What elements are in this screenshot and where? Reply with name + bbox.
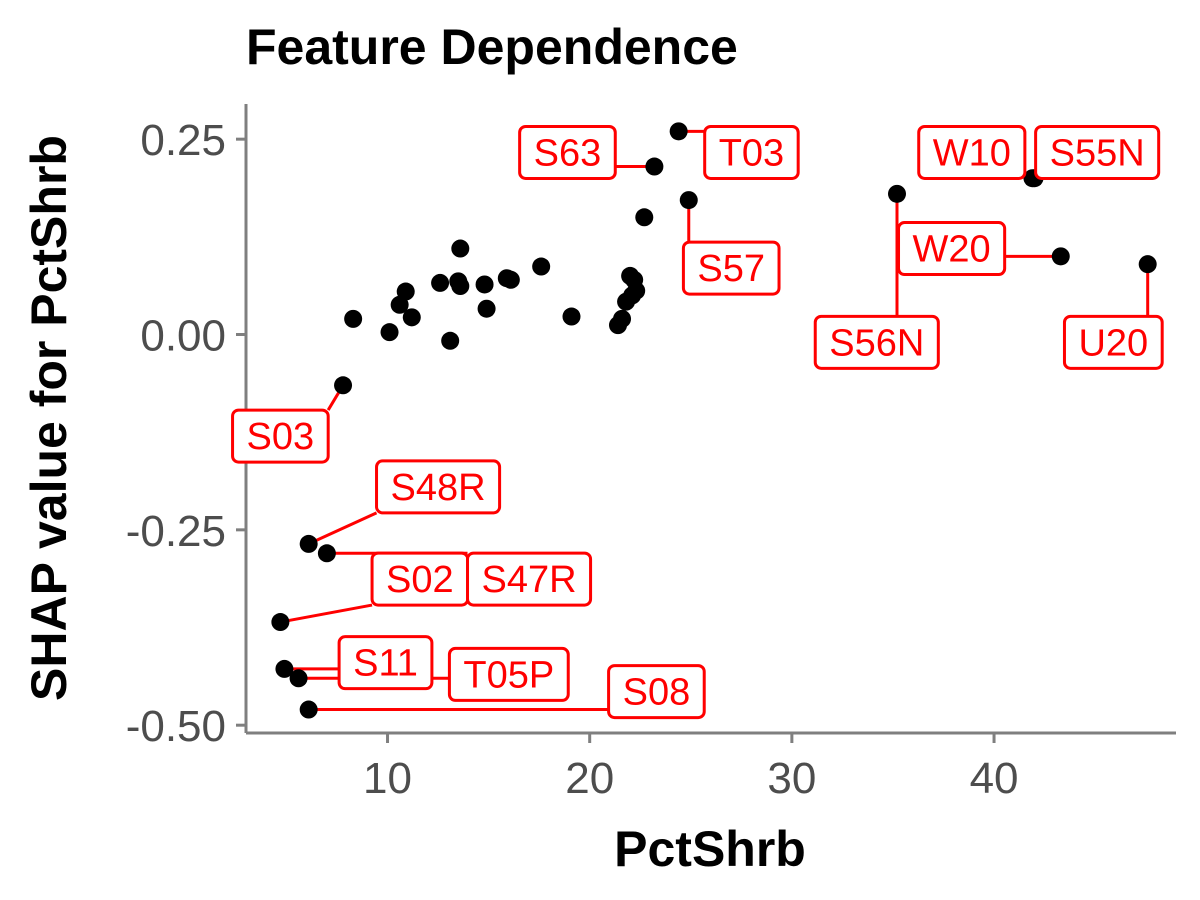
point-label-text: S02 [386,559,454,601]
point-label-box [703,124,800,180]
point-label-text: S08 [623,672,691,714]
data-point [635,208,654,227]
y-tick-label: 0.25 [140,116,226,165]
data-point [1138,255,1157,274]
data-point [1051,247,1070,266]
data-point [275,659,294,678]
data-point [451,277,470,296]
point-label-text: S57 [697,248,765,290]
data-point [888,184,906,203]
point-label-text: S48R [391,467,486,509]
data-point [271,613,290,632]
point-label-text: S55N [1050,132,1145,174]
y-tick-label: 0.00 [140,312,226,361]
data-point [475,275,494,294]
point-label-box [813,314,940,370]
point-label-box [897,221,1007,277]
point-label-box [1062,314,1164,370]
data-point [532,257,551,276]
point-label-box [375,459,502,515]
point-label-box [337,635,434,691]
data-point [613,309,632,328]
data-point [334,376,353,395]
point-labels: S63 T03 S57 S56N W10 S55N W20 U20 S03 S48R S02 S47R… [231,124,1164,720]
data-point [441,331,460,350]
point-label-box [518,124,617,180]
point-label-text: W20 [913,229,991,271]
data-point [289,669,308,688]
x-tick-label: 10 [363,754,412,803]
data-point [317,544,336,563]
x-tick-label: 40 [970,754,1019,803]
y-axis-title: SHAP value for PctShrb [21,135,77,701]
x-tick-label: 20 [565,754,614,803]
points [271,122,1157,719]
y-tick-label: -0.25 [126,507,226,556]
data-point [627,281,646,300]
point-label-box [466,551,593,607]
data-point [344,309,363,328]
point-label-box [607,664,706,720]
point-label-box [1034,124,1161,180]
chart-title: Feature Dependence [246,19,738,75]
data-point [396,282,415,301]
label-lines [280,129,1150,712]
point-label-text: U20 [1078,322,1148,364]
point-label-text: S56N [829,322,924,364]
x-axis-title: PctShrb [614,821,806,877]
point-label-text: S11 [353,643,418,685]
data-point [299,700,318,719]
point-label-box [231,408,330,464]
point-label-text: T03 [719,132,784,174]
data-point [431,273,450,292]
point-label-text: T05P [463,654,554,696]
data-point [380,323,399,342]
label-leader-line [308,511,378,546]
data-point [477,299,496,318]
data-point [501,270,520,289]
data-point [299,534,318,553]
point-label-text: W10 [933,132,1011,174]
point-label-text: S63 [534,132,602,174]
point-label-text: S47R [482,559,577,601]
data-point [562,307,581,326]
axes: 10 20 30 40 0.25 0.00 -0.25 -0.50 [126,104,1176,803]
data-point [669,122,688,141]
point-label-box [681,240,781,296]
y-tick-label: -0.50 [126,702,226,751]
x-tick-label: 30 [767,754,816,803]
data-point [451,239,470,258]
data-point [645,157,664,176]
data-point [679,191,698,210]
label-leader-line [280,603,373,624]
point-label-box [917,124,1027,180]
point-label-box [447,646,570,702]
point-label-text: S03 [247,416,315,458]
data-point [402,308,421,327]
